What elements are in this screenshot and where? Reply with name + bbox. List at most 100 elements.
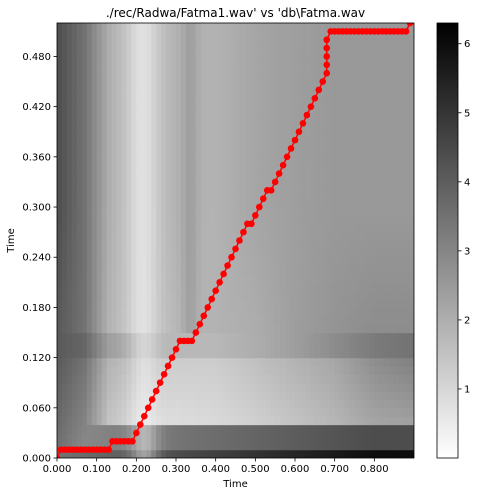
heatmap-cell bbox=[270, 266, 276, 275]
heatmap-cell bbox=[67, 48, 73, 57]
heatmap-cell bbox=[151, 257, 157, 266]
heatmap-cell bbox=[206, 241, 212, 250]
heatmap-cell bbox=[325, 341, 331, 350]
heatmap-cell bbox=[315, 333, 321, 342]
heatmap-cell bbox=[305, 249, 311, 258]
heatmap-cell bbox=[141, 98, 147, 107]
heatmap-cell bbox=[216, 383, 222, 392]
heatmap-cell bbox=[290, 207, 296, 216]
heatmap-cell bbox=[82, 241, 88, 250]
heatmap-cell bbox=[87, 383, 93, 392]
heatmap-cell bbox=[156, 56, 162, 65]
heatmap-cell bbox=[404, 316, 410, 325]
heatmap-cell bbox=[389, 73, 395, 82]
heatmap-cell bbox=[62, 274, 68, 283]
colorbar bbox=[437, 23, 458, 458]
heatmap-cell bbox=[384, 282, 390, 291]
heatmap-cell bbox=[260, 391, 266, 400]
heatmap-cell bbox=[236, 416, 242, 425]
x-tick-label: 0.000 bbox=[43, 464, 72, 475]
heatmap-cell bbox=[236, 107, 242, 116]
heatmap-cell bbox=[335, 316, 341, 325]
heatmap-cell bbox=[340, 107, 346, 116]
heatmap-cell bbox=[181, 215, 187, 224]
heatmap-cell bbox=[57, 266, 63, 275]
heatmap-cell bbox=[240, 249, 246, 258]
heatmap-cell bbox=[350, 333, 356, 342]
heatmap-cell bbox=[136, 148, 142, 157]
heatmap-cell bbox=[389, 374, 395, 383]
heatmap-cell bbox=[374, 282, 380, 291]
heatmap-cell bbox=[236, 215, 242, 224]
heatmap-cell bbox=[102, 48, 108, 57]
heatmap-cell bbox=[112, 374, 118, 383]
heatmap-cell bbox=[305, 73, 311, 82]
heatmap-cell bbox=[77, 123, 83, 132]
heatmap-cell bbox=[186, 383, 192, 392]
heatmap-cell bbox=[221, 366, 227, 375]
heatmap-cell bbox=[394, 174, 400, 183]
heatmap-cell bbox=[270, 224, 276, 233]
heatmap-cell bbox=[201, 358, 207, 367]
heatmap-cell bbox=[171, 224, 177, 233]
heatmap-cell bbox=[121, 107, 127, 116]
heatmap-cell bbox=[117, 40, 123, 49]
warp-path-point bbox=[288, 145, 295, 152]
heatmap-cell bbox=[394, 257, 400, 266]
heatmap-cell bbox=[57, 215, 63, 224]
heatmap-cell bbox=[171, 299, 177, 308]
heatmap-cell bbox=[102, 333, 108, 342]
heatmap-cell bbox=[211, 115, 217, 124]
heatmap-cell bbox=[57, 232, 63, 241]
heatmap-cell bbox=[394, 224, 400, 233]
heatmap-cell bbox=[330, 425, 336, 434]
heatmap-cell bbox=[379, 358, 385, 367]
heatmap-cell bbox=[335, 82, 341, 91]
heatmap-cell bbox=[295, 307, 301, 316]
heatmap-cell bbox=[97, 31, 103, 40]
heatmap-cell bbox=[335, 257, 341, 266]
heatmap-cell bbox=[156, 341, 162, 350]
heatmap-cell bbox=[245, 316, 251, 325]
heatmap-cell bbox=[285, 307, 291, 316]
heatmap-cell bbox=[121, 374, 127, 383]
heatmap-cell bbox=[121, 132, 127, 141]
heatmap-cell bbox=[330, 324, 336, 333]
heatmap-cell bbox=[315, 241, 321, 250]
heatmap-cell bbox=[117, 307, 123, 316]
heatmap-cell bbox=[141, 90, 147, 99]
heatmap-cell bbox=[136, 123, 142, 132]
heatmap-cell bbox=[82, 148, 88, 157]
heatmap-cell bbox=[121, 23, 127, 32]
heatmap-cell bbox=[216, 73, 222, 82]
heatmap-cell bbox=[379, 316, 385, 325]
heatmap-cell bbox=[350, 115, 356, 124]
heatmap-cell bbox=[290, 341, 296, 350]
heatmap-cell bbox=[186, 433, 192, 442]
heatmap-cell bbox=[136, 391, 142, 400]
heatmap-cell bbox=[255, 333, 261, 342]
heatmap-cell bbox=[364, 182, 370, 191]
heatmap-cell bbox=[245, 190, 251, 199]
heatmap-cell bbox=[62, 374, 68, 383]
heatmap-cell bbox=[389, 190, 395, 199]
heatmap-cell bbox=[166, 207, 172, 216]
heatmap-cell bbox=[151, 241, 157, 250]
heatmap-cell bbox=[265, 48, 271, 57]
heatmap-cell bbox=[260, 107, 266, 116]
heatmap-cell bbox=[151, 140, 157, 149]
heatmap-cell bbox=[280, 215, 286, 224]
heatmap-cell bbox=[350, 299, 356, 308]
heatmap-cell bbox=[136, 291, 142, 300]
heatmap-cell bbox=[231, 199, 237, 208]
heatmap-cell bbox=[171, 40, 177, 49]
heatmap-cell bbox=[67, 148, 73, 157]
heatmap-cell bbox=[270, 316, 276, 325]
heatmap-cell bbox=[186, 182, 192, 191]
heatmap-cell bbox=[126, 425, 132, 434]
heatmap-cell bbox=[236, 399, 242, 408]
heatmap-cell bbox=[67, 65, 73, 74]
heatmap-cell bbox=[399, 307, 405, 316]
heatmap-cell bbox=[117, 207, 123, 216]
heatmap-cell bbox=[126, 291, 132, 300]
